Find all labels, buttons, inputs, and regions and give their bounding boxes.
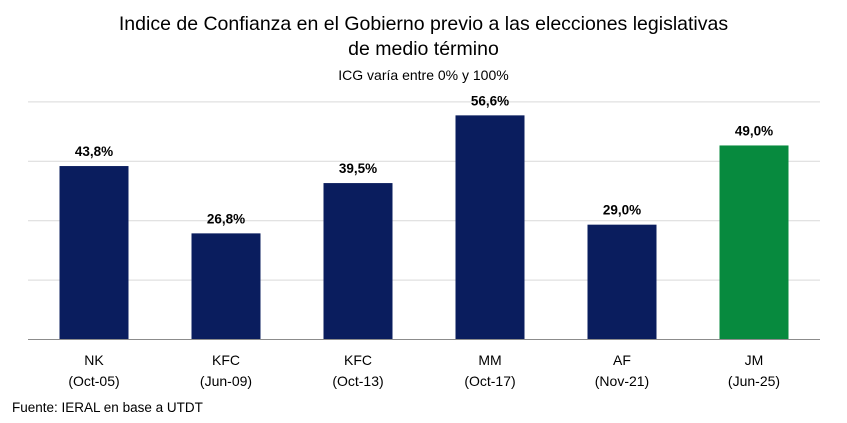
chart-title-line-2: de medio término	[348, 38, 499, 60]
x-tick-label: AF	[613, 352, 631, 368]
x-tick-label: KFC	[212, 352, 240, 368]
x-tick-period: (Oct-13)	[332, 373, 383, 389]
chart-title-line-1: Indice de Confianza en el Gobierno previ…	[118, 13, 729, 35]
x-tick-label: MM	[478, 352, 501, 368]
bars	[59, 115, 789, 340]
x-tick-period: (Jun-09)	[200, 373, 252, 389]
x-tick-period: (Jun-25)	[728, 373, 780, 389]
data-label: 26,8%	[207, 211, 245, 226]
data-label: 49,0%	[735, 123, 773, 138]
x-tick-period: (Oct-17)	[464, 373, 515, 389]
bar	[323, 183, 393, 340]
source-note: Fuente: IERAL en base a UTDT	[12, 400, 203, 415]
x-tick-label: JM	[745, 352, 764, 368]
chart-title: Indice de Confianza en el Gobierno previ…	[0, 12, 847, 62]
bar	[59, 166, 129, 340]
data-label: 43,8%	[75, 144, 113, 159]
bar	[191, 233, 261, 340]
bar	[587, 224, 657, 340]
chart-subtitle: ICG varía entre 0% y 100%	[338, 67, 509, 83]
bar	[719, 145, 789, 340]
gridlines	[28, 101, 820, 281]
x-tick-period: (Nov-21)	[595, 373, 649, 389]
bar	[455, 115, 525, 340]
data-label: 56,6%	[471, 93, 509, 108]
data-label: 29,0%	[603, 203, 641, 218]
data-label: 39,5%	[339, 161, 377, 176]
x-tick-period: (Oct-05)	[68, 373, 119, 389]
x-tick-label: KFC	[344, 352, 372, 368]
labels: 43,8% NK (Oct-05) 26,8% KFC (Jun-09) 39,5% KFC (…	[68, 93, 780, 389]
x-tick-label: NK	[84, 352, 104, 368]
